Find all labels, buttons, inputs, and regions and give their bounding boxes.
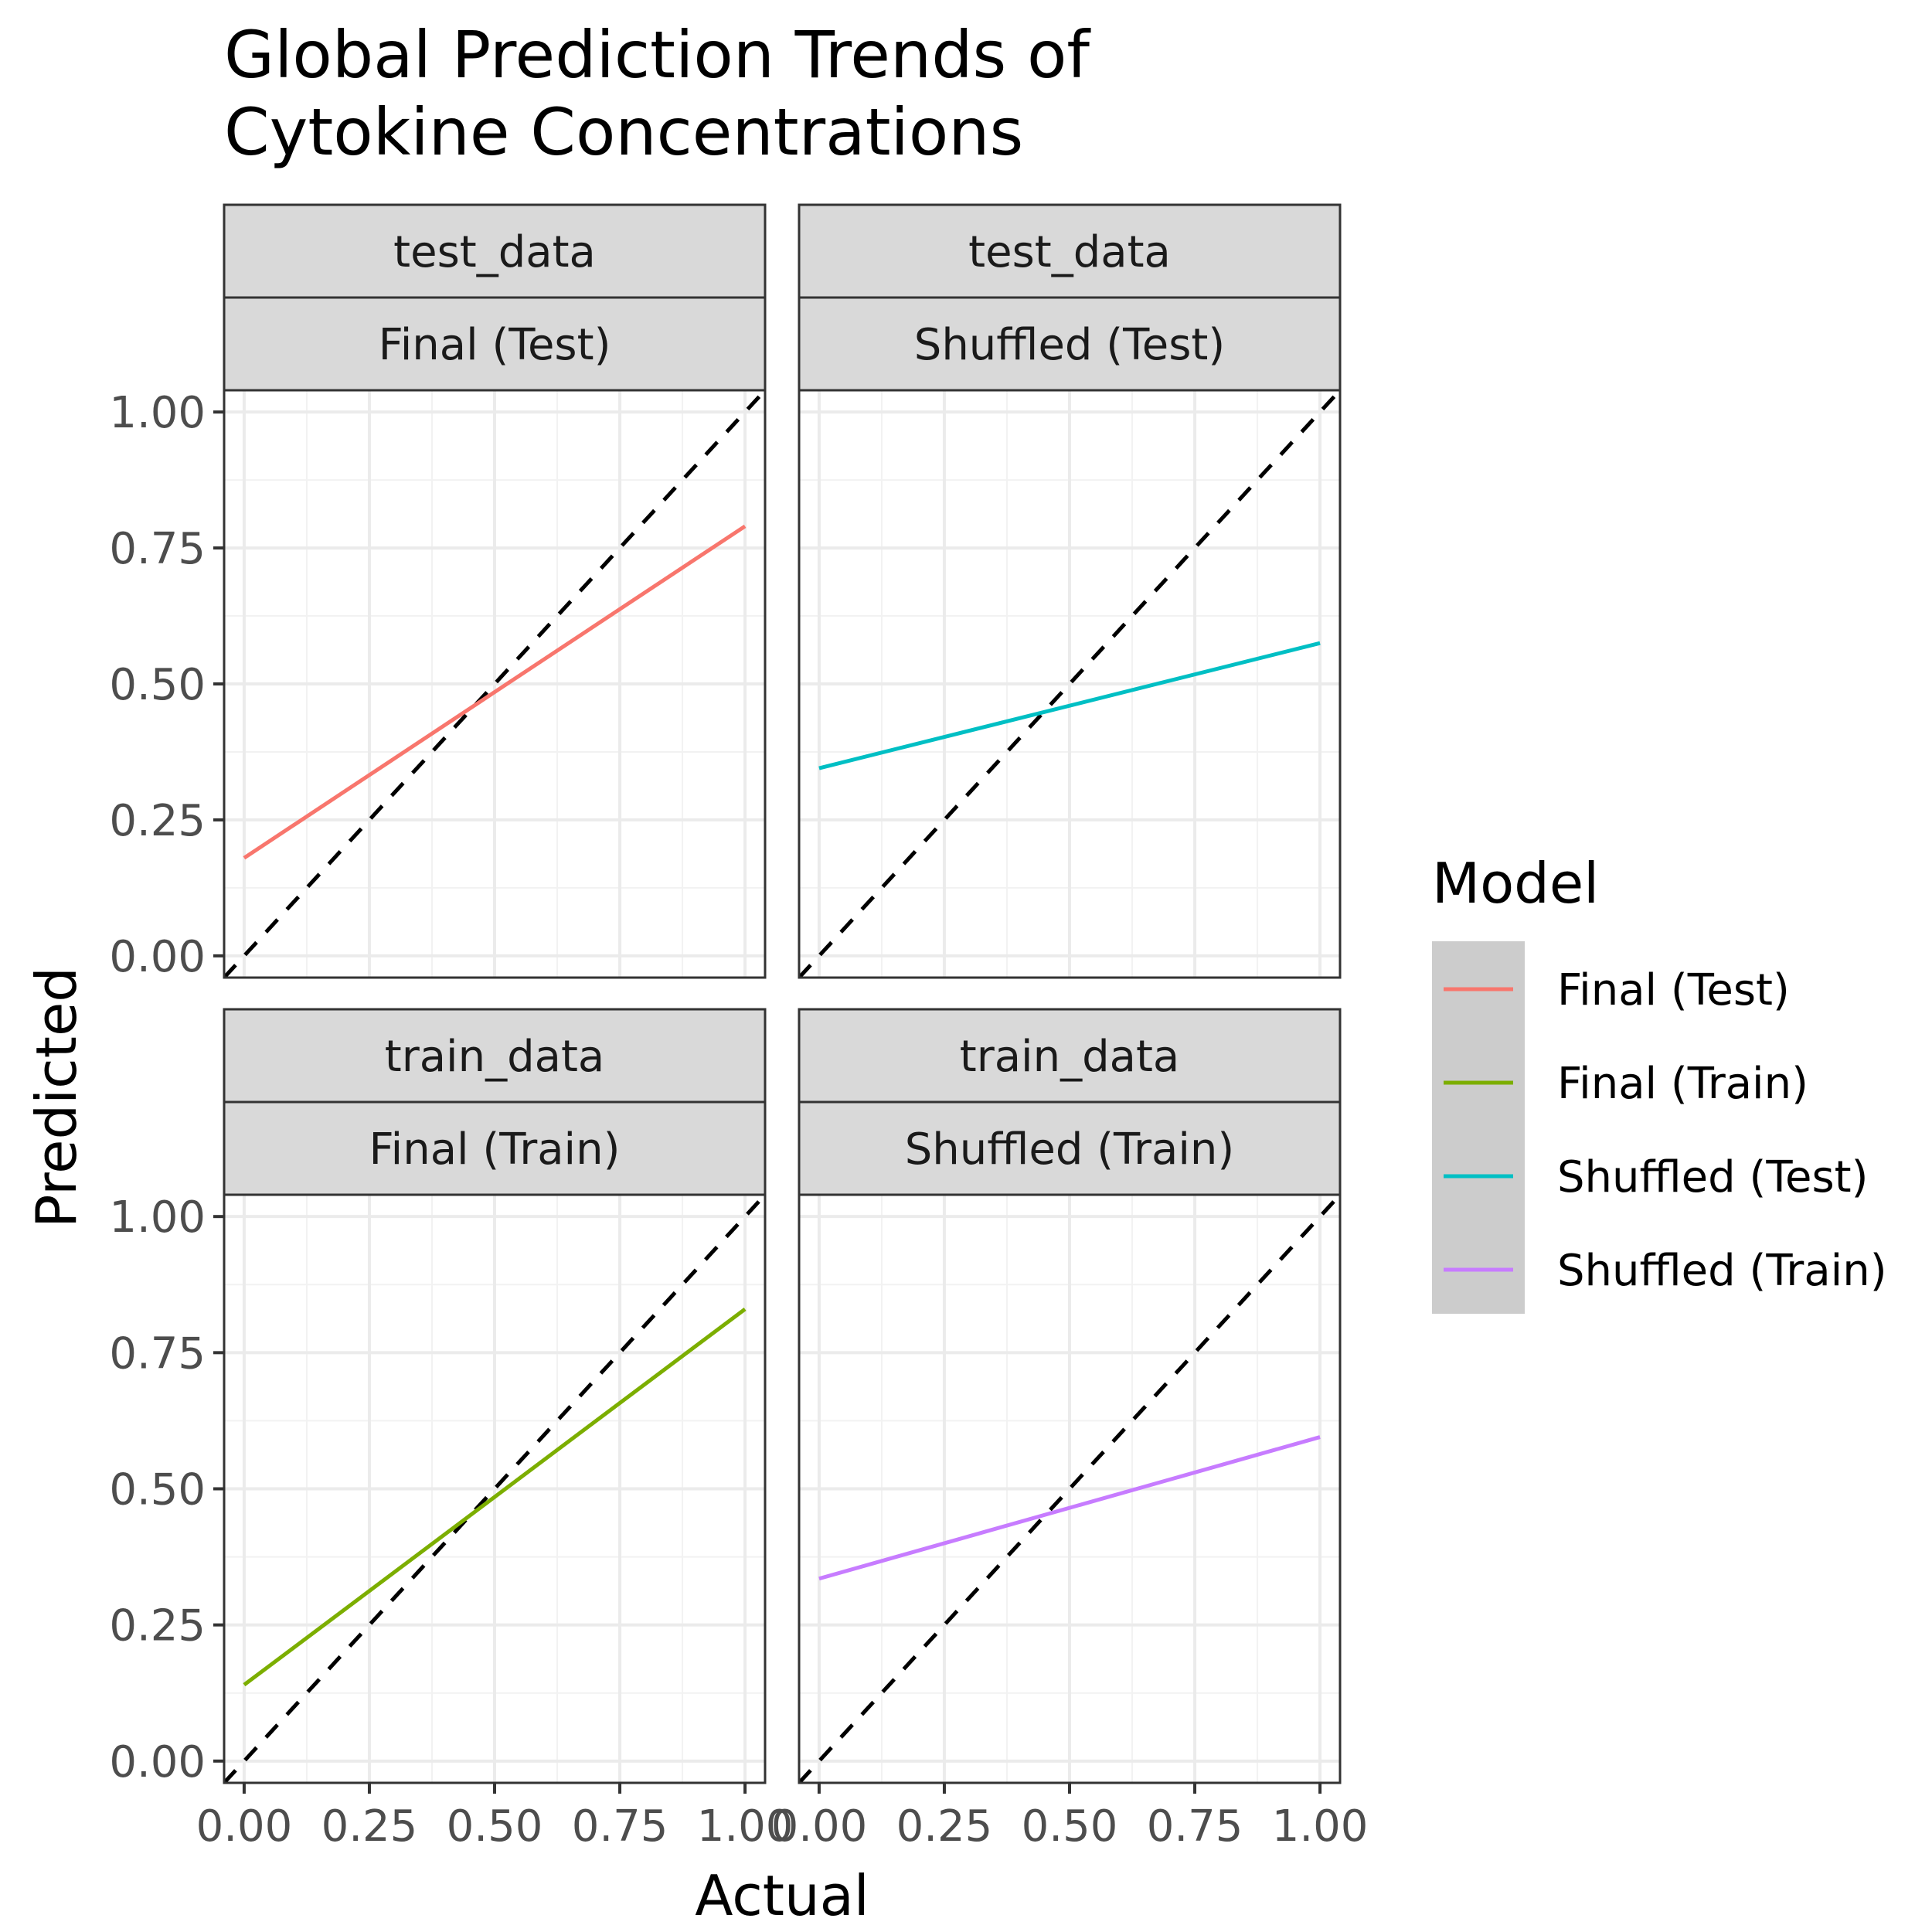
x-tick-label: 0.50 <box>1022 1801 1118 1852</box>
legend-label: Final (Test) <box>1557 965 1790 1015</box>
strip-top-label: train_data <box>960 1032 1179 1082</box>
series-line <box>818 641 1321 770</box>
legend-entry: Final (Train) <box>1444 1059 1808 1109</box>
strip-bottom-label: Shuffled (Test) <box>914 320 1225 370</box>
x-tick-label: 0.75 <box>1147 1801 1243 1852</box>
series-line <box>243 524 747 860</box>
strip-bottom-label: Final (Test) <box>379 320 611 370</box>
y-tick-label: 0.00 <box>109 1737 206 1787</box>
panel-data <box>224 390 765 978</box>
strip-top <box>798 1008 1342 1104</box>
identity-reference-line <box>799 390 1340 978</box>
legend-label: Final (Train) <box>1557 1059 1808 1109</box>
y-tick-label: 0.25 <box>109 1601 206 1651</box>
x-tick-label: 0.25 <box>896 1801 993 1852</box>
y-tick-label: 1.00 <box>109 1192 206 1243</box>
series-line <box>243 1307 747 1687</box>
legend: Model Final (Test) Final (Train) Shuffled … <box>1432 851 1887 1314</box>
y-tick-label: 0.75 <box>109 524 206 574</box>
legend-entry: Shuffled (Train) <box>1444 1246 1887 1296</box>
legend-label: Shuffled (Train) <box>1557 1246 1887 1296</box>
strip-bottom <box>798 1100 1342 1196</box>
identity-reference-line <box>224 1195 765 1783</box>
facet-panel: test_data Final (Test) 0.00 0.25 0.50 0.75 1.0… <box>109 203 767 982</box>
strip-bottom <box>223 296 767 392</box>
y-tick-label: 0.75 <box>109 1328 206 1379</box>
y-tick-label: 0.50 <box>109 1465 206 1515</box>
strip-bottom-label: Final (Train) <box>369 1124 621 1175</box>
strip-top <box>223 203 767 299</box>
facet-panels: test_data Final (Test) 0.00 0.25 0.50 0.75 1.0… <box>109 203 1369 1852</box>
chart-title-line-2: Cytokine Concentrations <box>224 94 1023 170</box>
y-tick-label: 0.00 <box>109 932 206 982</box>
strip-bottom <box>223 1100 767 1196</box>
x-tick-label: 0.50 <box>447 1801 543 1852</box>
identity-reference-line <box>799 1195 1340 1783</box>
strip-top-label: train_data <box>385 1032 604 1082</box>
legend-entry: Final (Test) <box>1444 965 1790 1015</box>
strip-bottom-label: Shuffled (Train) <box>905 1124 1235 1175</box>
legend-title: Model <box>1432 851 1599 916</box>
strip-bottom <box>798 296 1342 392</box>
panel-data <box>799 1195 1340 1783</box>
x-tick-label: 1.00 <box>1272 1801 1369 1852</box>
legend-entry: Shuffled (Test) <box>1444 1152 1868 1202</box>
x-tick-label: 0.00 <box>771 1801 868 1852</box>
legend-entries: Final (Test) Final (Train) Shuffled (Test)… <box>1444 965 1887 1296</box>
y-tick-label: 1.00 <box>109 388 206 438</box>
y-tick-label: 0.50 <box>109 660 206 710</box>
panel-border <box>798 389 1342 979</box>
x-tick-label: 0.75 <box>572 1801 668 1852</box>
chart-title-line-1: Global Prediction Trends of <box>224 17 1091 93</box>
x-tick-label: 0.00 <box>196 1801 293 1852</box>
strip-top-label: test_data <box>393 227 596 277</box>
legend-label: Shuffled (Test) <box>1557 1152 1868 1202</box>
panel-data <box>224 1195 765 1783</box>
strip-top <box>798 203 1342 299</box>
y-tick-label: 0.25 <box>109 796 206 846</box>
x-tick-label: 1.00 <box>697 1801 794 1852</box>
series-line <box>818 1435 1321 1581</box>
identity-reference-line <box>224 390 765 978</box>
facet-panel: test_data Shuffled (Test) <box>798 203 1342 979</box>
panel-data <box>799 390 1340 978</box>
facet-panel: train_data Final (Train) 0.00 0.25 0.50 0.75 1… <box>109 1008 794 1852</box>
facet-panel: train_data Shuffled (Train) 0.00 0.25 0.50 0.… <box>771 1008 1369 1852</box>
strip-top-label: test_data <box>968 227 1171 277</box>
x-axis-title: Actual <box>695 1863 869 1928</box>
y-axis-title: Predicted <box>24 967 89 1228</box>
x-tick-label: 0.25 <box>321 1801 418 1852</box>
legend-key-background <box>1432 941 1525 1314</box>
